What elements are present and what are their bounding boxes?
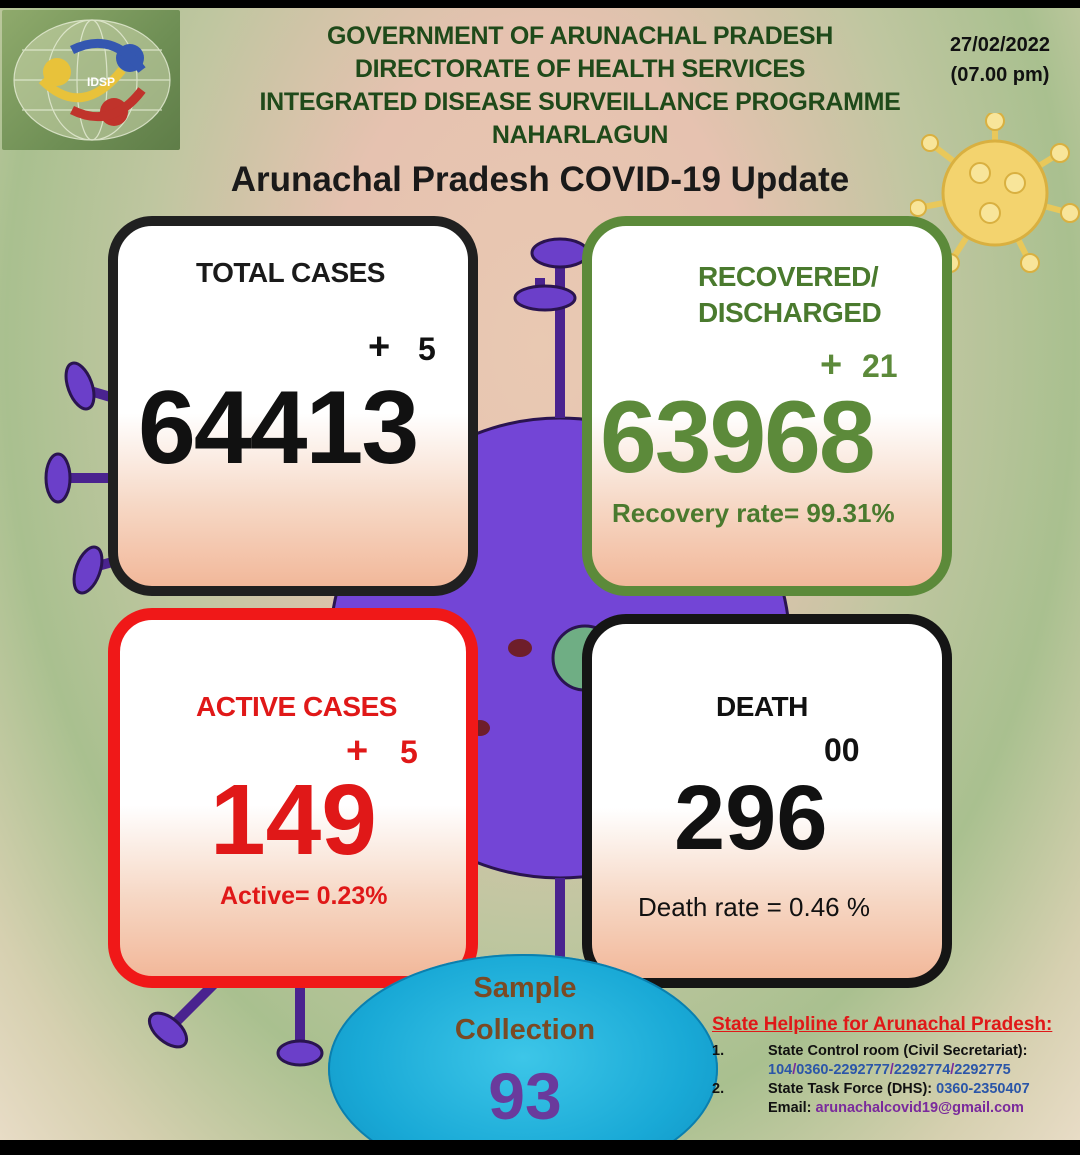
helpline-email-row: Email: arunachalcovid19@gmail.com [712, 1099, 1072, 1118]
recovered-label-line2: DISCHARGED [698, 297, 882, 328]
sample-value: 93 [488, 1059, 562, 1133]
recovered-increase: 21 [862, 348, 898, 384]
helpline-item: 2. State Task Force (DHS): 0360-2350407 [712, 1080, 1072, 1099]
time: (07.00 pm) [950, 64, 1050, 86]
death-rate: Death rate = 0.46 % [638, 892, 870, 922]
recovered-card: RECOVERED/ DISCHARGED + 21 63968 Recover… [582, 216, 952, 596]
active-plus-icon: + [346, 730, 369, 772]
sample-label-line1: Sample [473, 972, 577, 1004]
helpline-text: State Task Force (DHS): [768, 1081, 937, 1097]
helpline-item: 1. State Control room (Civil Secretariat… [712, 1042, 1072, 1061]
active-cases-label: ACTIVE CASES [196, 691, 397, 722]
recovered-plus-icon: + [820, 344, 843, 386]
page-title: Arunachal Pradesh COVID-19 Update [230, 160, 850, 199]
total-plus-icon: + [368, 326, 391, 368]
helpline-title: State Helpline for Arunachal Pradesh: [712, 1014, 1053, 1035]
phone-link[interactable]: 2292775 [954, 1062, 1011, 1078]
active-increase: 5 [400, 734, 418, 770]
header-line-1: GOVERNMENT OF ARUNACHAL PRADESH [327, 22, 833, 50]
helpline-number: 1. [712, 1043, 725, 1059]
sample-label-line2: Collection [454, 1014, 596, 1046]
death-increase: 00 [824, 732, 860, 768]
recovered-value: 63968 [600, 380, 876, 494]
helpline-phones: 104/0360-2292777/2292774/2292775 [768, 1062, 1011, 1078]
total-cases-label: TOTAL CASES [196, 257, 385, 288]
phone-link[interactable]: 0360-2292777 [796, 1062, 890, 1078]
death-card: DEATH 00 296 Death rate = 0.46 % [582, 614, 952, 988]
date: 27/02/2022 [949, 34, 1051, 56]
helpline-block: State Helpline for Arunachal Pradesh: 1.… [712, 1014, 1072, 1118]
phone-link[interactable]: 104 [768, 1062, 793, 1078]
active-rate: Active= 0.23% [220, 882, 388, 910]
email-label: Email: [768, 1100, 816, 1116]
infographic: IDSP GOVERNMENT OF ARUNACHAL PRADESH DIR… [0, 8, 1080, 1140]
total-cases-card: TOTAL CASES + 5 64413 [108, 216, 478, 596]
email-link[interactable]: arunachalcovid19@gmail.com [815, 1100, 1024, 1116]
active-cases-value: 149 [210, 764, 377, 876]
idsp-logo-icon: IDSP [2, 10, 180, 150]
total-cases-value: 64413 [138, 370, 419, 486]
coronavirus-yellow-icon [910, 113, 1080, 273]
date-block: 27/02/2022 (07.00 pm) [930, 30, 1070, 90]
recovery-rate: Recovery rate= 99.31% [612, 498, 895, 528]
recovered-label-line1: RECOVERED/ [698, 261, 879, 292]
logo-text: IDSP [87, 75, 115, 89]
phone-link[interactable]: 0360-2350407 [936, 1081, 1030, 1097]
phone-link[interactable]: 2292774 [893, 1062, 951, 1078]
total-increase: 5 [418, 331, 436, 367]
sample-collection-circle [328, 954, 718, 1140]
death-value: 296 [674, 767, 828, 869]
helpline-number: 2. [712, 1081, 725, 1097]
active-cases-card: ACTIVE CASES + 5 149 Active= 0.23% [108, 608, 478, 988]
header-line-4: NAHARLAGUN [491, 121, 669, 149]
death-label: DEATH [716, 691, 808, 722]
header-line-3: INTEGRATED DISEASE SURVEILLANCE PROGRAMM… [259, 88, 901, 116]
helpline-text: State Control room (Civil Secretariat): [768, 1043, 1028, 1059]
header-line-2: DIRECTORATE OF HEALTH SERVICES [354, 55, 806, 83]
